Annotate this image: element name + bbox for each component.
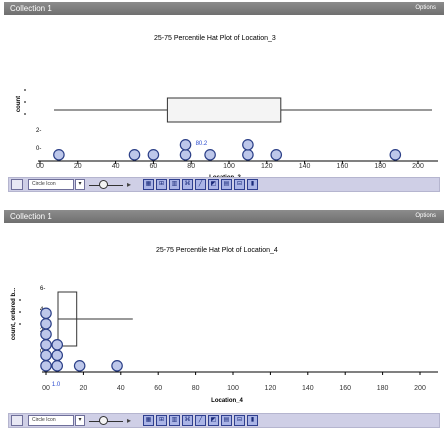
x-tick-label: 180 [374,163,386,170]
hat-plot-tool-icon[interactable]: ▦ [143,179,154,190]
collection-panel-2: Collection 1 Options 25-75 Percentile Ha… [4,210,444,431]
line-tool-icon[interactable]: ╱ [195,415,206,426]
movable-line-icon[interactable]: ◩ [208,415,219,426]
x-tick-label: 00 [36,163,44,170]
camera-icon[interactable] [11,415,23,426]
x-tick-label: 120 [261,163,273,170]
data-point [147,149,160,161]
x-tick-label: 20 [74,163,82,170]
histogram-tool-icon[interactable]: ▮ [247,415,258,426]
ruler-tool-icon[interactable]: ⌘ [182,179,193,190]
average-tool-icon[interactable]: ▤ [221,415,232,426]
reference-line-tool-icon[interactable]: ⊞ [156,415,167,426]
y-tick-label: 6- [40,286,45,292]
data-point [242,149,254,161]
box-plot-tool-icon[interactable]: ⊟ [234,179,245,190]
y-axis-label: count [16,96,22,112]
data-point [51,349,64,362]
play-icon[interactable]: ▸ [127,180,132,189]
x-tick-label: 80 [187,163,195,170]
data-point [53,149,65,161]
x-tick-label: 120 [265,385,277,392]
size-slider-thumb[interactable] [99,180,108,189]
data-point [51,339,64,351]
movable-line-icon[interactable]: ◩ [208,179,219,190]
data-point [270,149,283,161]
collection-title: Collection 1 [10,212,52,221]
options-button[interactable]: Options [415,5,436,11]
x-tick-label: 00 [42,385,50,392]
box-plot-tool-icon[interactable]: ⊟ [234,415,245,426]
y-tick-label: 0- [36,146,41,152]
x-axis-label: Location_4 [211,398,243,404]
x-tick-label: 80 [192,385,200,392]
collection-title: Collection 1 [10,4,52,13]
x-tick-label: 140 [299,163,311,170]
options-button[interactable]: Options [415,213,436,219]
data-point [40,349,52,362]
ruler-tool-icon[interactable]: ⌘ [182,415,193,426]
x-tick-label: 200 [412,163,424,170]
hat-box [166,97,282,123]
data-point [242,139,254,151]
plot-title: 25-75 Percentile Hat Plot of Location_3 [154,35,276,42]
hat-plot-chart-1[interactable]: count 2- 0- 00 20 40 60 80 100 120 140 160 180 200 80.… [4,4,444,181]
plot-toolbar: Circle Icon ▾ ▸ ▦ ⊞ ▥ ⌘ ╱ ◩ ▤ ⊟ ▮ [8,177,440,192]
hat-plot-tool-icon[interactable]: ▦ [143,415,154,426]
hat-plot-chart-2[interactable]: count, ordered b...6-4-2-0-0020406080100… [4,212,444,404]
x-tick-label: 200 [414,385,426,392]
camera-icon[interactable] [11,179,23,190]
data-point [73,360,86,372]
x-tick-label: 40 [117,385,125,392]
x-tick-label: 40 [112,163,120,170]
average-tool-icon[interactable]: ▤ [221,179,232,190]
x-tick-label: 180 [377,385,389,392]
divider-tool-icon[interactable]: ▥ [169,179,180,190]
marker-value-label: 80.2 [196,141,208,147]
x-tick-label: 60 [154,385,162,392]
collection-panel-1: Collection 1 Options 25-75 Percentile Ha… [4,2,444,207]
x-tick-label: 20 [80,385,88,392]
x-tick-label: 100 [223,163,235,170]
x-tick-label: 60 [150,163,158,170]
y-axis-label: count, ordered b... [11,288,17,341]
x-tick-label: 160 [337,163,349,170]
chevron-down-icon[interactable]: ▾ [75,415,85,426]
hat-box [57,291,78,347]
data-point [179,139,192,151]
histogram-tool-icon[interactable]: ▮ [247,179,258,190]
icon-type-select[interactable]: Circle Icon [28,179,74,190]
size-slider-thumb[interactable] [99,416,108,425]
line-tool-icon[interactable]: ╱ [195,179,206,190]
data-point [40,360,52,372]
x-tick-label: 160 [339,385,351,392]
x-tick-label: 140 [302,385,314,392]
divider-tool-icon[interactable]: ▥ [169,415,180,426]
panel-titlebar[interactable]: Collection 1 Options [4,210,444,223]
data-point [51,360,64,372]
data-point [179,149,192,161]
data-point [111,360,123,372]
data-point [40,328,52,341]
panel-titlebar[interactable]: Collection 1 Options [4,2,444,15]
marker-value-label: 1.0 [52,382,61,388]
play-icon[interactable]: ▸ [127,416,132,425]
plot-title: 25-75 Percentile Hat Plot of Location_4 [156,247,278,254]
data-point [40,339,52,351]
data-point [204,149,216,161]
icon-type-select[interactable]: Circle Icon [28,415,74,426]
reference-line-tool-icon[interactable]: ⊞ [156,179,167,190]
x-tick-label: 100 [227,385,239,392]
data-point [40,318,52,330]
chevron-down-icon[interactable]: ▾ [75,179,85,190]
plot-toolbar: Circle Icon ▾ ▸ ▦ ⊞ ▥ ⌘ ╱ ◩ ▤ ⊟ ▮ [8,413,440,428]
data-point [40,307,52,320]
y-tick-label: 2- [36,128,41,134]
data-point [389,149,402,161]
data-point [128,149,141,161]
